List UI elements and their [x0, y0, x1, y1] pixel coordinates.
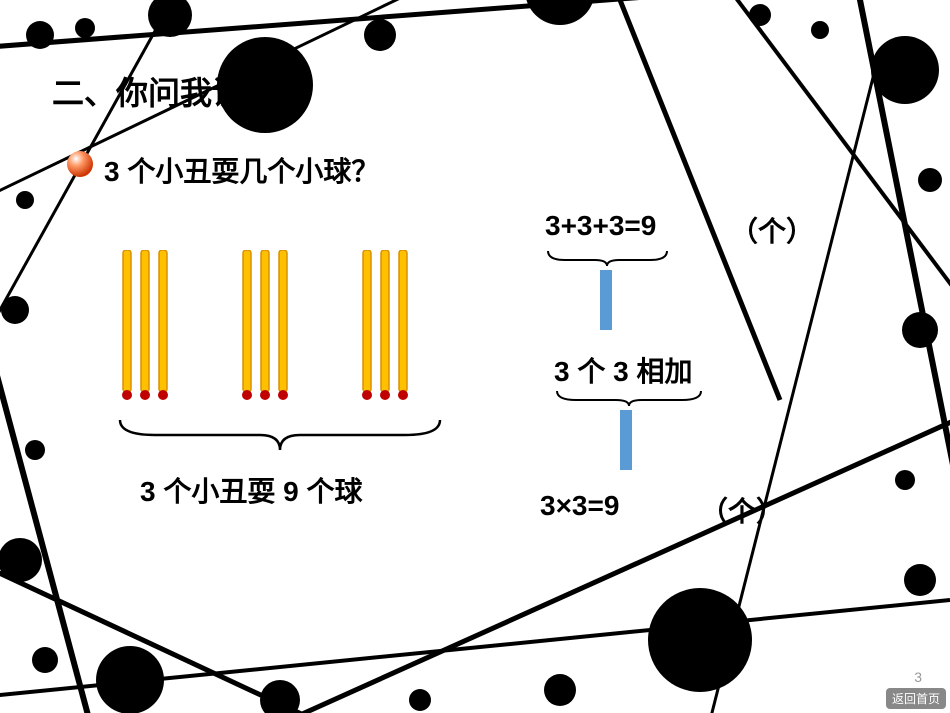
- connector-2: [620, 410, 632, 470]
- connector-1: [600, 270, 612, 330]
- stick-group: [240, 250, 290, 400]
- bullet-ball-icon: [66, 150, 94, 178]
- brace-large: [115, 415, 445, 455]
- answer-text: 3 个小丑耍 9 个球: [140, 470, 362, 510]
- stick-icon: [276, 250, 290, 400]
- section-title: 二、你问我说: [52, 68, 244, 114]
- home-button[interactable]: 返回首页: [886, 688, 946, 709]
- stick-group: [120, 250, 170, 400]
- stick-icon: [378, 250, 392, 400]
- equation-addition-unit: （个）: [730, 210, 814, 250]
- stick-group: [360, 250, 410, 400]
- stick-icon: [156, 250, 170, 400]
- equation-multiplication-unit: （个）: [700, 490, 784, 530]
- question-text: 3 个小丑耍几个小球？: [104, 150, 379, 190]
- equation-multiplication: 3×3=9: [540, 490, 619, 522]
- sticks-illustration: [120, 250, 470, 440]
- stick-icon: [360, 250, 374, 400]
- stick-icon: [120, 250, 134, 400]
- equation-addition: 3+3+3=9: [545, 210, 656, 242]
- stick-icon: [138, 250, 152, 400]
- page-number: 3: [914, 669, 922, 685]
- stick-icon: [258, 250, 272, 400]
- brace-small-2: [554, 388, 704, 408]
- brace-small-1: [545, 248, 670, 268]
- stick-icon: [396, 250, 410, 400]
- stick-icon: [240, 250, 254, 400]
- equation-description: 3 个 3 相加: [554, 350, 692, 390]
